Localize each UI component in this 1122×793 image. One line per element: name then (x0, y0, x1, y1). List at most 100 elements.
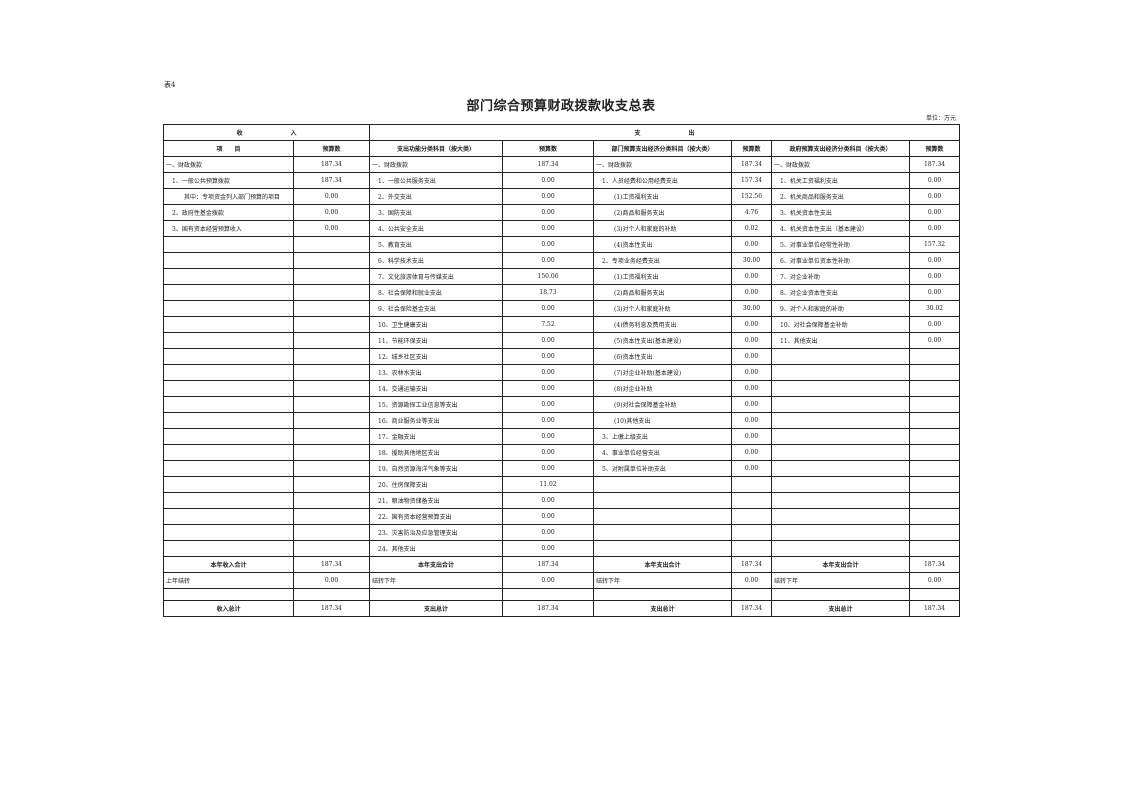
amount-cell: 0.00 (909, 172, 961, 189)
amount-cell (292, 300, 371, 317)
table-row: 9、社会保险基金支出 0.00 (3)对个人和家庭补助 30.00 9、对个人和家庭的补… (163, 300, 961, 317)
amount-cell (731, 476, 773, 493)
amount-cell: 0.00 (731, 364, 773, 381)
amount-cell: 187.34 (731, 156, 773, 173)
amount-cell: 0.00 (731, 460, 773, 477)
item-cell (163, 300, 294, 317)
amount-cell: 0.00 (502, 172, 595, 189)
amount-cell: 0.00 (731, 380, 773, 397)
item-cell (163, 428, 294, 445)
expense-header: 支 出 (369, 124, 961, 141)
table-row: 15、资源勘探工业信息等支出 0.00 (9)对社会保障基金补助 0.00 (163, 396, 961, 413)
column-header: 支出功能分类科目（按大类） (369, 140, 504, 157)
amount-cell (909, 492, 961, 509)
amount-cell: 0.00 (731, 332, 773, 349)
item-cell: 5、对事业单位经常性补助 (771, 236, 911, 253)
item-cell: 3、国防支出 (369, 204, 504, 221)
item-cell: 2、机关商品和服务支出 (771, 188, 911, 205)
amount-cell (292, 476, 371, 493)
table-row: 12、城乡社区支出 0.00 (6)资本性支出 0.00 (163, 348, 961, 365)
budget-summary-table: 收 入 支 出 项 目预算数 支出功能分类科目（按大类） 预算数 部门预算支出经济分类… (162, 124, 961, 617)
amount-cell: 157.34 (731, 172, 773, 189)
item-cell: (3)对个人和家庭的补助 (593, 220, 733, 237)
column-header: 项 目 (163, 140, 294, 157)
table-row: 21、粮油物资储备支出 0.00 (163, 492, 961, 509)
table-row: 16、商业服务业等支出 0.00 (10)其他支出 0.00 (163, 412, 961, 429)
item-cell: (5)资本性支出(基本建设) (593, 332, 733, 349)
amount-cell: 150.06 (502, 268, 595, 285)
table-row: 8、社会保障和就业支出 18.73 (2)商品和服务支出 0.00 8、对企业资本性支出… (163, 284, 961, 301)
item-cell: (10)其他支出 (593, 412, 733, 429)
amount-cell (909, 380, 961, 397)
item-cell (163, 236, 294, 253)
item-cell: 8、对企业资本性支出 (771, 284, 911, 301)
amount-cell: 0.00 (292, 204, 371, 221)
amount-cell: 0.00 (909, 316, 961, 333)
income-header: 收 入 (162, 124, 371, 141)
amount-cell (292, 236, 371, 253)
item-cell: 15、资源勘探工业信息等支出 (369, 396, 504, 413)
amount-cell: 11.02 (502, 476, 595, 493)
item-cell (593, 524, 733, 541)
column-header: 预算数 (502, 140, 595, 157)
amount-cell: 0.00 (292, 188, 371, 205)
amount-cell: 0.00 (909, 284, 961, 301)
empty-cell (369, 588, 504, 601)
table-row: 22、国有资本经营预算支出 0.00 (163, 508, 961, 525)
item-cell (163, 476, 294, 493)
item-cell: 本年支出合计 (593, 556, 733, 573)
item-cell: 支出总计 (771, 600, 911, 617)
item-cell: 17、金融支出 (369, 428, 504, 445)
empty-cell (593, 588, 733, 601)
empty-cell (292, 588, 371, 601)
item-cell: 19、自然资源海洋气象等支出 (369, 460, 504, 477)
amount-cell (292, 348, 371, 365)
amount-cell (292, 364, 371, 381)
item-cell: 16、商业服务业等支出 (369, 412, 504, 429)
amount-cell (292, 268, 371, 285)
amount-cell: 187.34 (909, 556, 961, 573)
item-cell (771, 396, 911, 413)
item-cell: 6、对事业单位资本性补助 (771, 252, 911, 269)
amount-cell (909, 428, 961, 445)
item-cell: 5、教育支出 (369, 236, 504, 253)
column-header: 预算数 (909, 140, 961, 157)
amount-cell: 0.00 (731, 572, 773, 589)
amount-cell (292, 524, 371, 541)
item-cell: 18、援助其他地区支出 (369, 444, 504, 461)
table-row: 其中：专项资金列入部门预算的项目 0.00 2、外交支出 0.00 (1)工资福利支出 1… (163, 188, 961, 205)
amount-cell: 7.52 (502, 316, 595, 333)
item-cell (593, 540, 733, 557)
amount-cell (731, 524, 773, 541)
amount-cell (909, 396, 961, 413)
item-cell: 结转下年 (593, 572, 733, 589)
amount-cell: 187.34 (502, 156, 595, 173)
amount-cell: 30.02 (909, 300, 961, 317)
amount-cell: 187.34 (502, 600, 595, 617)
item-cell: 1、机关工资福利支出 (771, 172, 911, 189)
item-cell: (6)资本性支出 (593, 348, 733, 365)
amount-cell: 187.34 (292, 600, 371, 617)
amount-cell: 0.00 (909, 332, 961, 349)
item-cell: 13、农林水支出 (369, 364, 504, 381)
amount-cell (909, 444, 961, 461)
item-cell: 4、公共安全支出 (369, 220, 504, 237)
item-cell: 7、对企业补助 (771, 268, 911, 285)
amount-cell (292, 540, 371, 557)
amount-cell (292, 332, 371, 349)
amount-cell: 30.00 (731, 252, 773, 269)
item-cell (771, 364, 911, 381)
total-row: 收入总计 187.34 支出总计 187.34 支出总计 187.34 支出总计 187.34 (163, 600, 961, 617)
amount-cell (909, 348, 961, 365)
item-cell: 3、上缴上级支出 (593, 428, 733, 445)
item-cell (771, 428, 911, 445)
amount-cell: 187.34 (909, 600, 961, 617)
amount-cell: 0.00 (731, 268, 773, 285)
table-row: 17、金融支出 0.00 3、上缴上级支出 0.00 (163, 428, 961, 445)
item-cell: (4)债务利息及费用支出 (593, 316, 733, 333)
amount-cell: 187.34 (292, 172, 371, 189)
table-row: 14、交通运输支出 0.00 (8)对企业补助 0.00 (163, 380, 961, 397)
item-cell: 22、国有资本经营预算支出 (369, 508, 504, 525)
amount-cell: 4.76 (731, 204, 773, 221)
amount-cell: 0.00 (502, 252, 595, 269)
